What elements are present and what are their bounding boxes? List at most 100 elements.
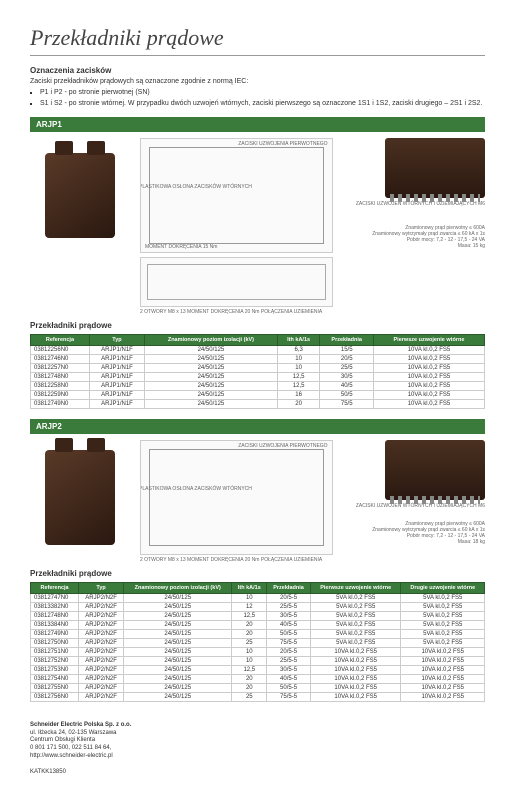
- table-header: Drugie uzwojenie wtórne: [401, 582, 485, 593]
- table-row: 03812752N0ARJP2/N2F24/50/1251025/5-510VA…: [31, 656, 485, 665]
- footer: Schneider Electric Polska Sp. z o.o. ul.…: [30, 722, 485, 777]
- table-row: 03812749N0ARJP2/N2F24/50/1252050/5-55VA …: [31, 629, 485, 638]
- table-cell: 24/50/125: [124, 593, 232, 602]
- footer-company: Schneider Electric Polska Sp. z o.o.: [30, 722, 485, 730]
- terminals-text: Zaciski przekładników prądowych są oznac…: [30, 77, 485, 86]
- table-cell: 25: [232, 692, 267, 701]
- table-cell: 50/5-5: [267, 683, 311, 692]
- table-cell: 24/50/125: [145, 345, 278, 354]
- table-row: 03812753N0ARJP2/N2F24/50/12512,530/5-510…: [31, 665, 485, 674]
- table-header: Ith kA/1s: [232, 582, 267, 593]
- table-cell: ARJP1/N1F: [89, 363, 144, 372]
- table-cell: ARJP2/N2F: [79, 692, 124, 701]
- table-row: 03812749N0ARJP1/N1F24/50/1252075/510VA k…: [31, 399, 485, 408]
- table-cell: 10VA kl.0,2 FS5: [373, 372, 484, 381]
- table-header: Referencja: [31, 582, 79, 593]
- table-header: Przekładnia: [267, 582, 311, 593]
- arjp1-diagram-top: [140, 257, 333, 307]
- table-cell: 40/5-5: [267, 674, 311, 683]
- table-cell: 20/5-5: [267, 593, 311, 602]
- table-cell: 16: [277, 390, 320, 399]
- table-header: Ith kA/1s: [277, 334, 320, 345]
- table-row: 03813384N0ARJP2/N2F24/50/1252040/5-55VA …: [31, 620, 485, 629]
- table-cell: 03812756N0: [31, 692, 79, 701]
- table-row: 03812256N0ARJP1/N1F24/50/1256,315/510VA …: [31, 345, 485, 354]
- table-row: 03812258N0ARJP1/N1F24/50/12512,540/510VA…: [31, 381, 485, 390]
- table-cell: 24/50/125: [124, 674, 232, 683]
- table-cell: 10VA kl.0,2 FS5: [310, 665, 401, 674]
- table-cell: 03812746N0: [31, 354, 90, 363]
- table-cell: 10VA kl.0,2 FS5: [401, 665, 485, 674]
- table-cell: ARJP2/N2F: [79, 602, 124, 611]
- table-cell: 24/50/125: [124, 683, 232, 692]
- table-cell: 10VA kl.0,2 FS5: [310, 692, 401, 701]
- table-cell: 10VA kl.0,2 FS5: [310, 647, 401, 656]
- table-cell: 24/50/125: [124, 602, 232, 611]
- arjp2-subtitle: Przekładniki prądowe: [30, 569, 485, 578]
- table-cell: 50/5: [320, 390, 374, 399]
- table-cell: 03812747N0: [31, 593, 79, 602]
- terminals-heading: Oznaczenia zacisków: [30, 66, 485, 75]
- table-header: Typ: [89, 334, 144, 345]
- table-cell: 10VA kl.0,2 FS5: [373, 354, 484, 363]
- table-row: 03812755N0ARJP2/N2F24/50/1252050/5-510VA…: [31, 683, 485, 692]
- table-row: 03812257N0ARJP1/N1F24/50/1251025/510VA k…: [31, 363, 485, 372]
- arjp2-table: ReferencjaTypZnamionowy poziom izolacji …: [30, 582, 485, 702]
- table-cell: 20/5-5: [267, 647, 311, 656]
- footer-tel: 0 801 171 500, 022 511 84 64,: [30, 745, 485, 753]
- arjp1-row: ZACISKI UZWOJENIA PIERWOTNEGO PLASTIKOWA…: [30, 138, 485, 315]
- table-cell: 5VA kl.0,2 FS5: [310, 602, 401, 611]
- table-cell: 24/50/125: [145, 399, 278, 408]
- table-cell: ARJP1/N1F: [89, 372, 144, 381]
- diag-label-cover2: PLASTIKOWA OSŁONA ZACISKÓW WTÓRNYCH: [140, 486, 252, 492]
- terminals-bullets: P1 i P2 - po stronie pierwotnej (SN) S1 …: [40, 88, 485, 109]
- arjp1-caption: Znamionowy prąd pierwotny ≤ 600A Znamion…: [341, 225, 485, 249]
- table-cell: 40/5-5: [267, 620, 311, 629]
- table-header: Przekładnia: [320, 334, 374, 345]
- diag-label-primary: ZACISKI UZWOJENIA PIERWOTNEGO: [238, 141, 327, 147]
- bullet-p1p2: P1 i P2 - po stronie pierwotnej (SN): [40, 88, 485, 98]
- table-cell: 24/50/125: [145, 390, 278, 399]
- table-cell: 10VA kl.0,2 FS5: [401, 647, 485, 656]
- table-cell: 24/50/125: [124, 647, 232, 656]
- table-cell: 24/50/125: [124, 638, 232, 647]
- table-cell: ARJP2/N2F: [79, 629, 124, 638]
- table-cell: 5VA kl.0,2 FS5: [310, 593, 401, 602]
- table-cell: 03812748N0: [31, 372, 90, 381]
- table-cell: 03812752N0: [31, 656, 79, 665]
- table-cell: 40/5: [320, 381, 374, 390]
- table-cell: 24/50/125: [124, 656, 232, 665]
- table-cell: 50/5-5: [267, 629, 311, 638]
- table-header: Typ: [79, 582, 124, 593]
- table-header: Referencja: [31, 334, 90, 345]
- table-cell: 12: [232, 602, 267, 611]
- table-cell: 5VA kl.0,2 FS5: [310, 620, 401, 629]
- table-cell: 5VA kl.0,2 FS5: [310, 611, 401, 620]
- table-cell: 03812755N0: [31, 683, 79, 692]
- table-cell: 15/5: [320, 345, 374, 354]
- table-cell: ARJP2/N2F: [79, 665, 124, 674]
- table-cell: 10VA kl.0,2 FS5: [373, 363, 484, 372]
- table-cell: ARJP2/N2F: [79, 683, 124, 692]
- table-cell: 12,5: [277, 372, 320, 381]
- table-cell: 30/5-5: [267, 611, 311, 620]
- arjp2-bar: ARJP2: [30, 419, 485, 434]
- table-cell: 24/50/125: [124, 611, 232, 620]
- table-cell: 10VA kl.0,2 FS5: [310, 674, 401, 683]
- page-title: Przekładniki prądowe: [30, 25, 485, 51]
- table-cell: 5VA kl.0,2 FS5: [310, 629, 401, 638]
- table-cell: ARJP1/N1F: [89, 345, 144, 354]
- table-header: Pierwsze uzwojenie wtórne: [373, 334, 484, 345]
- table-cell: 24/50/125: [145, 372, 278, 381]
- table-cell: 10VA kl.0,2 FS5: [310, 683, 401, 692]
- arjp1-image: [30, 138, 130, 253]
- table-cell: 10: [277, 354, 320, 363]
- table-row: 03812748N0ARJP2/N2F24/50/12512,530/5-55V…: [31, 611, 485, 620]
- table-cell: 5VA kl.0,2 FS5: [401, 593, 485, 602]
- table-cell: 24/50/125: [145, 354, 278, 363]
- table-cell: 5VA kl.0,2 FS5: [401, 638, 485, 647]
- arjp2-terminal-image: [385, 440, 485, 500]
- table-header: Znamionowy poziom izolacji (kV): [124, 582, 232, 593]
- table-cell: ARJP1/N1F: [89, 399, 144, 408]
- table-cell: 24/50/125: [145, 381, 278, 390]
